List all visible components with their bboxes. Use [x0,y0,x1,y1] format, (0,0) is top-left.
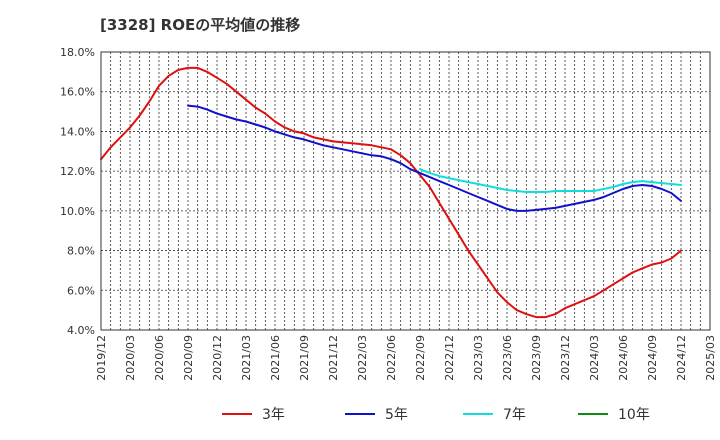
x-tick-label: 2023/12 [559,335,572,381]
x-tick-label: 2021/03 [240,335,253,381]
legend: 3年 5年 7年 10年 [222,407,650,423]
x-tick-label: 2023/03 [472,335,485,381]
x-tick-label: 2020/09 [182,335,195,381]
y-tick-label: 8.0% [67,245,95,258]
x-tick-label: 2024/09 [646,335,659,381]
x-axis-ticks: 2019/12 2020/03 2020/06 2020/09 2020/12 2021/… [95,335,717,381]
x-tick-label: 2024/12 [675,335,688,381]
legend-label-3年: 3年 [262,407,285,423]
plot-area-frame [100,51,711,331]
x-tick-label: 2021/12 [327,335,340,381]
x-tick-label: 2020/03 [124,335,137,381]
x-tick-label: 2021/09 [298,335,311,381]
y-tick-label: 10.0% [60,205,95,218]
grid-layer [101,52,710,330]
x-tick-label: 2022/06 [385,335,398,381]
x-tick-label: 2023/06 [501,335,514,381]
x-tick-label: 2019/12 [95,335,108,381]
chart-title: [3328] ROEの平均値の推移 [100,16,301,34]
legend-label-10年: 10年 [618,407,650,423]
series-line-5年 [187,104,682,212]
legend-label-7年: 7年 [503,407,526,423]
y-tick-label: 4.0% [67,324,95,337]
x-tick-label: 2021/06 [269,335,282,381]
y-axis-ticks: 4.0% 6.0% 8.0% 10.0% 12.0% 14.0% 16.0% 18.0% [60,46,95,337]
series-line-3年 [100,66,682,319]
x-tick-label: 2022/12 [443,335,456,381]
y-tick-label: 12.0% [60,165,95,178]
x-tick-label: 2020/12 [211,335,224,381]
y-tick-label: 16.0% [60,86,95,99]
y-tick-label: 18.0% [60,46,95,59]
x-tick-label: 2023/09 [530,335,543,381]
series-layer [100,66,682,319]
x-tick-label: 2024/03 [588,335,601,381]
x-tick-label: 2025/03 [704,335,717,381]
y-tick-label: 6.0% [67,284,95,297]
series-line-7年 [419,168,682,193]
x-tick-label: 2024/06 [617,335,630,381]
x-tick-label: 2022/03 [356,335,369,381]
x-tick-label: 2022/09 [414,335,427,381]
legend-label-5年: 5年 [385,407,408,423]
y-tick-label: 14.0% [60,125,95,138]
x-tick-label: 2020/06 [153,335,166,381]
